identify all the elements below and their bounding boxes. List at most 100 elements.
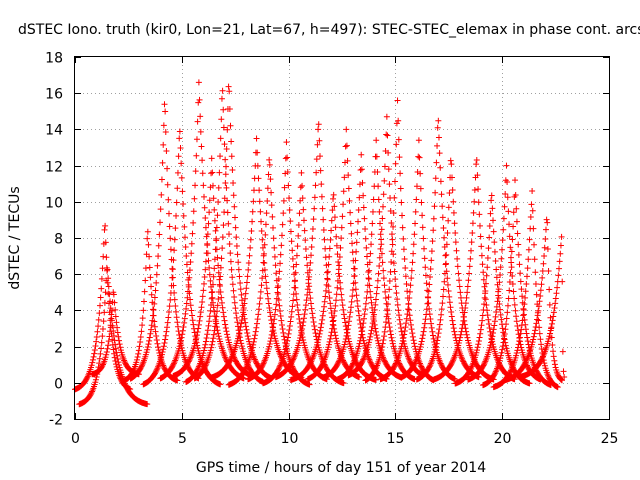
data-point [194, 366, 201, 373]
data-point [211, 256, 218, 263]
data-point [429, 328, 436, 335]
data-point [402, 264, 409, 271]
data-point [366, 336, 373, 343]
data-point [381, 328, 388, 335]
data-point [322, 287, 329, 294]
data-point [403, 320, 410, 327]
data-point [493, 303, 500, 310]
data-point [325, 344, 332, 351]
data-point [210, 335, 217, 342]
data-point [515, 251, 522, 258]
data-point [298, 329, 305, 336]
data-point [302, 306, 309, 313]
data-point [504, 194, 511, 201]
data-point [98, 339, 105, 346]
data-point [99, 333, 106, 340]
data-point [545, 268, 552, 275]
data-point [375, 183, 382, 190]
data-point [187, 302, 194, 309]
data-point [326, 245, 333, 252]
data-point [162, 336, 169, 343]
data-point [145, 241, 152, 248]
data-point [499, 325, 506, 332]
data-point [374, 337, 381, 344]
data-point [263, 279, 270, 286]
data-point [488, 197, 495, 204]
data-point [429, 332, 436, 339]
data-point [372, 376, 379, 383]
data-point [133, 356, 140, 363]
data-point [199, 299, 206, 306]
data-point [408, 326, 415, 333]
data-point [227, 258, 234, 265]
data-point [339, 297, 345, 304]
data-point [252, 328, 259, 335]
data-point [215, 269, 222, 276]
data-point [512, 191, 519, 198]
data-point [219, 87, 226, 94]
data-point [199, 170, 206, 177]
data-point [404, 288, 411, 295]
data-point [349, 293, 356, 300]
data-point [325, 261, 332, 268]
data-point [102, 289, 109, 296]
data-point [167, 246, 174, 253]
data-point [332, 302, 339, 309]
data-point [459, 355, 466, 362]
data-point [422, 272, 429, 279]
data-point [425, 364, 432, 371]
data-point [419, 224, 426, 231]
data-point [220, 313, 227, 320]
data-point [369, 320, 376, 327]
data-point [480, 307, 487, 314]
data-point [448, 361, 455, 368]
data-point [466, 367, 473, 374]
data-point [487, 328, 494, 335]
data-point [408, 275, 415, 282]
data-point [274, 289, 281, 296]
data-point [306, 360, 313, 367]
data-point [372, 301, 379, 308]
data-point [332, 224, 339, 231]
data-point [155, 347, 162, 354]
data-point [533, 320, 540, 327]
data-point [430, 335, 437, 342]
data-point [299, 195, 306, 202]
data-point [286, 327, 293, 334]
data-point [355, 218, 362, 225]
data-point [283, 343, 290, 350]
data-point [546, 333, 553, 340]
data-point [257, 295, 264, 302]
data-point [361, 311, 368, 318]
data-point [209, 182, 216, 189]
data-point [551, 357, 558, 364]
data-point [366, 267, 373, 274]
data-point [293, 252, 300, 259]
data-point [559, 377, 566, 384]
data-point [341, 315, 348, 322]
data-point [371, 311, 378, 318]
data-point [221, 209, 228, 216]
data-point [208, 295, 215, 302]
data-point [158, 351, 165, 358]
data-point [468, 247, 475, 254]
data-point [396, 154, 403, 161]
satellite-arc [191, 83, 275, 382]
data-point [267, 309, 274, 316]
data-point [257, 288, 264, 295]
data-point [408, 267, 415, 274]
data-point [255, 311, 262, 318]
data-point [304, 291, 311, 298]
data-point [376, 254, 383, 261]
data-point [377, 231, 384, 238]
data-point [146, 264, 153, 271]
data-point [107, 322, 114, 329]
data-point [259, 361, 266, 368]
data-point [208, 155, 215, 162]
data-point [365, 275, 372, 282]
data-point [539, 353, 546, 360]
data-point [277, 260, 284, 267]
data-point [107, 298, 114, 305]
data-point [442, 261, 449, 268]
data-point [454, 263, 461, 270]
